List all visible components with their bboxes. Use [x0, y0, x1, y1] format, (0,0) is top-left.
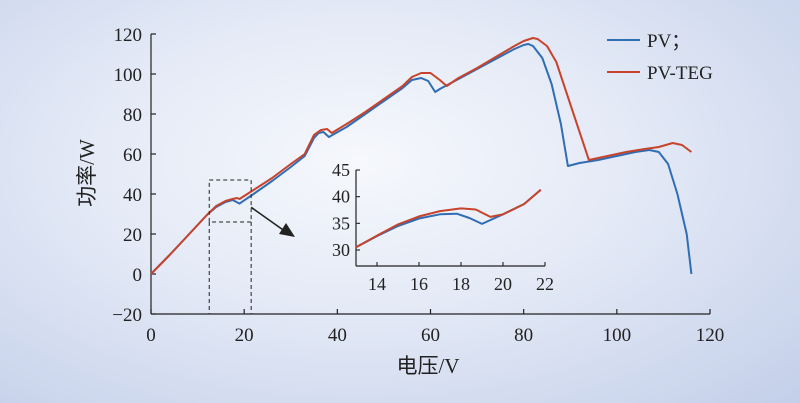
inset-series-line-pv: [355, 188, 542, 249]
x-tick-label: 60: [421, 325, 440, 346]
inset-x-tick-label: 14: [368, 274, 386, 294]
zoom-arrow-head: [279, 223, 295, 237]
x-tick-label: 0: [146, 325, 156, 346]
y-tick-label: 40: [123, 185, 142, 206]
inset-x-tick-label: 22: [536, 274, 554, 294]
main-series: [150, 37, 693, 275]
inset-chart: 14 16 18 20 22 30 35 40 45: [332, 160, 554, 294]
y-tick-label: 0: [133, 265, 143, 286]
x-tick-label: 40: [328, 325, 347, 346]
legend-label-pv-teg: PV-TEG: [647, 63, 713, 84]
y-tick-label: 60: [123, 145, 142, 166]
y-tick-label: 20: [123, 225, 142, 246]
y-tick-label: 80: [123, 105, 142, 126]
y-tick-label: 100: [114, 65, 143, 86]
y-tick-label: 120: [114, 25, 143, 46]
inset-y-tick-label: 35: [332, 213, 350, 233]
legend: PV； PV-TEG: [607, 31, 713, 84]
inset-y-tick-label: 40: [332, 187, 350, 207]
zoom-annotation: [208, 179, 295, 314]
y-axis-title: 功率/W: [75, 139, 99, 207]
series-line-pv-teg: [150, 37, 692, 275]
x-axis-title: 电压/V: [397, 354, 460, 378]
series-line-pv: [150, 43, 693, 275]
legend-label-pv: PV；: [647, 31, 690, 52]
inset-y-tick-label: 30: [332, 240, 350, 260]
x-tick-label: 20: [235, 325, 254, 346]
inset-series-line-pv-teg: [355, 188, 542, 249]
inset-x-tick-label: 16: [410, 274, 428, 294]
x-tick-label: 80: [514, 325, 533, 346]
inset-x-tick-label: 20: [494, 274, 512, 294]
y-tick-label: −20: [112, 305, 142, 326]
zoom-arrow-shaft: [250, 206, 287, 233]
x-tick-label: 100: [603, 325, 632, 346]
inset-y-tick-label: 45: [332, 160, 350, 180]
inset-x-tick-label: 18: [452, 274, 470, 294]
x-tick-label: 120: [696, 325, 725, 346]
